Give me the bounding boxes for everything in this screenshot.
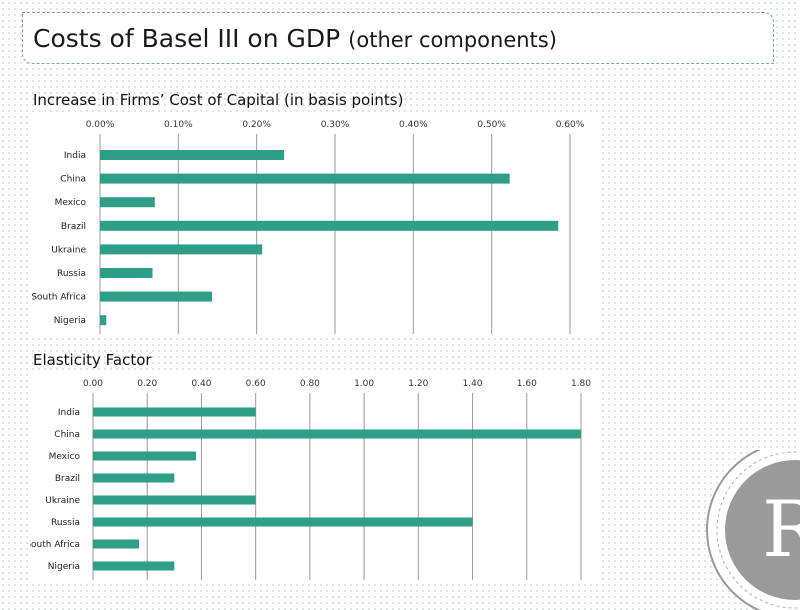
chart-1-tick-label: 0.50% <box>477 120 506 130</box>
chart-1-svg: 0.00% 0.10% 0.20% 0.30% 0.40% 0.50% 0.60% India… <box>31 120 585 334</box>
chart-1-bar-russia <box>100 268 153 278</box>
chart-2-tick-label: 0.80 <box>300 379 320 389</box>
slide-title-main: Costs of Basel III on GDP <box>33 24 341 53</box>
chart-1-category-label: Ukraine <box>51 245 86 255</box>
chart-1-bar-mexico <box>100 197 155 208</box>
chart-1-category-label: China <box>60 175 86 185</box>
chart-2-bar-russia <box>93 517 473 527</box>
chart-2-title: Elasticity Factor <box>33 351 152 369</box>
slide-title: Costs of Basel III on GDP (other compone… <box>33 24 557 53</box>
chart-1-tick-label: 0.40% <box>399 120 428 130</box>
chart-2-category-label: Brazil <box>55 474 80 484</box>
chart-2-category-label: Mexico <box>49 452 81 462</box>
slide-title-subtitle: (other components) <box>348 28 557 52</box>
chart-1-bar-china <box>100 173 510 184</box>
hse-university-seal-icon: R <box>706 450 800 610</box>
chart-1-bar-south-africa <box>100 291 213 302</box>
chart-2-category-label: Russia <box>51 518 80 528</box>
chart-2-tick-label: 0.20 <box>137 379 157 389</box>
chart-2-category-label: Ukraine <box>45 496 80 506</box>
chart-2-tick-label: 0.60 <box>246 379 266 389</box>
chart-1-bar-ukraine <box>100 244 263 255</box>
chart-1-category-label: India <box>64 151 86 161</box>
chart-2-tick-label: 0.40 <box>191 379 211 389</box>
chart-1-title: Increase in Firms’ Cost of Capital (in b… <box>33 91 404 109</box>
chart-2-category-label: China <box>54 430 80 440</box>
chart-2-bar-south-africa <box>93 539 140 549</box>
chart-1-category-label: Mexico <box>55 198 87 208</box>
chart-2-tick-label: 1.40 <box>463 379 483 389</box>
chart-1-category-label: Brazil <box>61 222 86 232</box>
chart-2-svg: 0.00 0.20 0.40 0.60 0.80 1.00 1.20 1.40 1.60 1.80… <box>30 379 591 580</box>
chart-1-tick-label: 0.60% <box>556 120 585 130</box>
chart-2-category-label: Nigeria <box>48 562 80 572</box>
chart-2-bar-brazil <box>93 473 175 483</box>
chart-2-bar-ukraine <box>93 495 256 505</box>
chart-2-category-label: India <box>58 408 80 418</box>
chart-2-tick-label: 1.00 <box>354 379 374 389</box>
svg-text:R: R <box>762 485 800 575</box>
chart-2-bar-china <box>93 429 581 439</box>
chart-2-tick-label: 1.20 <box>408 379 428 389</box>
chart-1-bar-nigeria <box>100 315 107 326</box>
chart-1-category-label: Russia <box>57 269 86 279</box>
chart-2-bar-india <box>93 407 256 417</box>
chart-2-bar-mexico <box>93 451 197 461</box>
slide-title-box: Costs of Basel III on GDP (other compone… <box>22 12 774 64</box>
chart-2-tick-label: 1.80 <box>571 379 591 389</box>
chart-2-tick-label: 0.00 <box>83 379 103 389</box>
chart-2-panel: 0.00 0.20 0.40 0.60 0.80 1.00 1.20 1.40 1.60 1.80… <box>30 373 600 580</box>
chart-1-bar-india <box>100 150 285 160</box>
chart-2-tick-label: 1.60 <box>517 379 537 389</box>
chart-1-tick-label: 0.10% <box>164 120 193 130</box>
chart-1-tick-label: 0.30% <box>321 120 350 130</box>
chart-1-category-label: South Africa <box>31 293 86 303</box>
chart-2-bar-nigeria <box>93 561 175 571</box>
chart-1-panel: 0.00% 0.10% 0.20% 0.30% 0.40% 0.50% 0.60% India… <box>30 112 600 334</box>
chart-1-category-label: Nigeria <box>54 316 86 326</box>
chart-1-tick-label: 0.00% <box>86 120 115 130</box>
chart-1-bar-brazil <box>100 220 559 231</box>
chart-1-tick-label: 0.20% <box>242 120 271 130</box>
chart-2-category-label: South Africa <box>30 540 80 550</box>
